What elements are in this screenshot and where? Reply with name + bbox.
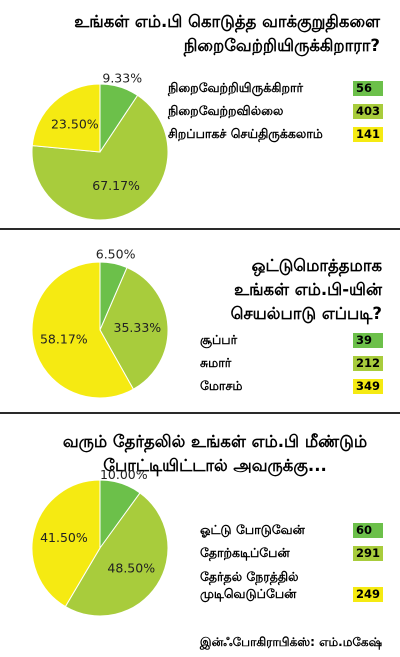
chart-3-legend-label-3: தேர்தல் நேரத்தில் முடிவெடுப்பேன் xyxy=(200,569,299,601)
chart-2-legend-count-3: 349 xyxy=(353,379,383,394)
chart-1-legend-label-1: நிறைவேற்றியிருக்கிறார் xyxy=(168,80,304,95)
chart-3-slice-3 xyxy=(31,479,101,608)
chart-1-slice-3-percent: 23.50% xyxy=(51,116,99,131)
chart-3-slice-1-percent: 10.00% xyxy=(100,467,148,482)
chart-1-legend-label-3: சிறப்பாகச் செய்திருக்கலாம் xyxy=(168,126,323,141)
chart-2-slice-1-percent: 6.50% xyxy=(96,247,136,262)
chart-3-slice-2-percent: 48.50% xyxy=(107,561,155,576)
chart-3-legend-label-2: தோற்கடிப்பேன் xyxy=(200,545,290,560)
chart-1-legend-count-3: 141 xyxy=(353,127,383,142)
chart-2-slice-3 xyxy=(31,261,135,399)
chart-1-slice-2 xyxy=(31,94,169,221)
chart-2-legend-label-3: மோசம் xyxy=(200,378,243,393)
chart-2-title: ஒட்டுமொத்தமாக உங்கள் எம்.பி-யின் செயல்பா… xyxy=(230,256,382,323)
chart-2-slice-2-percent: 35.33% xyxy=(114,320,162,335)
chart-3-slice-3-percent: 41.50% xyxy=(40,530,88,545)
chart-3-pie: 10.00% 48.50% 41.50% xyxy=(31,467,169,617)
chart-1-legend-count-2: 403 xyxy=(353,104,383,119)
chart-1-slice-1-percent: 9.33% xyxy=(102,70,142,85)
divider-2 xyxy=(0,412,400,414)
chart-2-legend-count-1: 39 xyxy=(353,333,383,348)
chart-3-legend-count-1: 60 xyxy=(353,523,383,538)
chart-2-legend-label-1: சூப்பர் xyxy=(200,332,238,347)
chart-3-legend-label-1: ஓட்டு போடுவேன் xyxy=(200,522,305,537)
chart-1-legend-count-1: 56 xyxy=(353,81,383,96)
chart-3-title: வரும் தேர்தலில் உங்கள் எம்.பி மீண்டும் ப… xyxy=(62,432,368,475)
divider-1 xyxy=(0,228,400,230)
chart-1-pie: 9.33% 67.17% 23.50% xyxy=(31,70,169,221)
chart-3-legend-count-2: 291 xyxy=(353,546,383,561)
chart-3-legend-count-3: 249 xyxy=(353,587,383,602)
chart-2-slice-2 xyxy=(99,266,169,390)
chart-1-title: உங்கள் எம்.பி கொடுத்த வாக்குறுதிகளை நிறை… xyxy=(74,12,380,55)
chart-2-slice-3-percent: 58.17% xyxy=(40,331,88,346)
infographic-credit: இன்ஃபோகிராபிக்ஸ்: எம்.மகேஷ் xyxy=(199,635,382,649)
chart-2-pie: 6.50% 35.33% 58.17% xyxy=(31,247,169,399)
chart-1-legend-label-2: நிறைவேற்றவில்லை xyxy=(168,103,284,118)
chart-3-slice-2 xyxy=(64,492,169,617)
chart-1-slice-2-percent: 67.17% xyxy=(92,178,140,193)
chart-2-legend-label-2: சுமார் xyxy=(200,355,232,370)
chart-2-legend-count-2: 212 xyxy=(353,356,383,371)
chart-1-slice-3 xyxy=(31,83,101,153)
